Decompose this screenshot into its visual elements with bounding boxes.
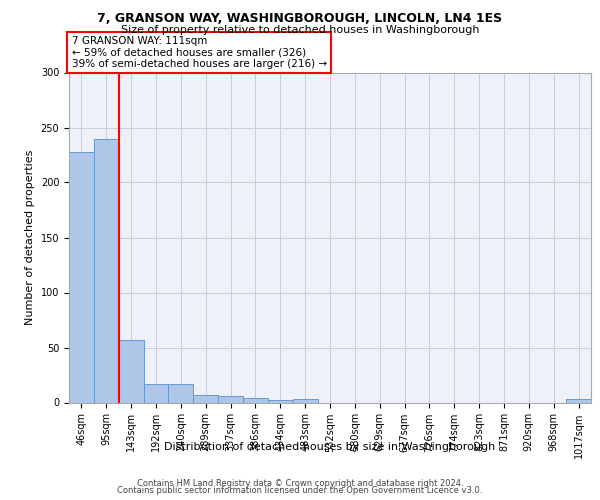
Bar bbox=[119, 340, 143, 402]
Text: Distribution of detached houses by size in Washingborough: Distribution of detached houses by size … bbox=[164, 442, 496, 452]
Bar bbox=[94, 138, 119, 402]
Bar bbox=[218, 396, 243, 402]
Bar bbox=[169, 384, 193, 402]
Bar bbox=[268, 400, 293, 402]
Text: 7 GRANSON WAY: 111sqm
← 59% of detached houses are smaller (326)
39% of semi-det: 7 GRANSON WAY: 111sqm ← 59% of detached … bbox=[71, 36, 327, 69]
Y-axis label: Number of detached properties: Number of detached properties bbox=[25, 150, 35, 325]
Bar bbox=[243, 398, 268, 402]
Bar bbox=[193, 395, 218, 402]
Text: Contains public sector information licensed under the Open Government Licence v3: Contains public sector information licen… bbox=[118, 486, 482, 495]
Text: Contains HM Land Registry data © Crown copyright and database right 2024.: Contains HM Land Registry data © Crown c… bbox=[137, 478, 463, 488]
Bar bbox=[566, 399, 591, 402]
Text: Size of property relative to detached houses in Washingborough: Size of property relative to detached ho… bbox=[121, 25, 479, 35]
Bar bbox=[293, 399, 317, 402]
Bar bbox=[143, 384, 169, 402]
Bar bbox=[69, 152, 94, 402]
Text: 7, GRANSON WAY, WASHINGBOROUGH, LINCOLN, LN4 1ES: 7, GRANSON WAY, WASHINGBOROUGH, LINCOLN,… bbox=[97, 12, 503, 26]
